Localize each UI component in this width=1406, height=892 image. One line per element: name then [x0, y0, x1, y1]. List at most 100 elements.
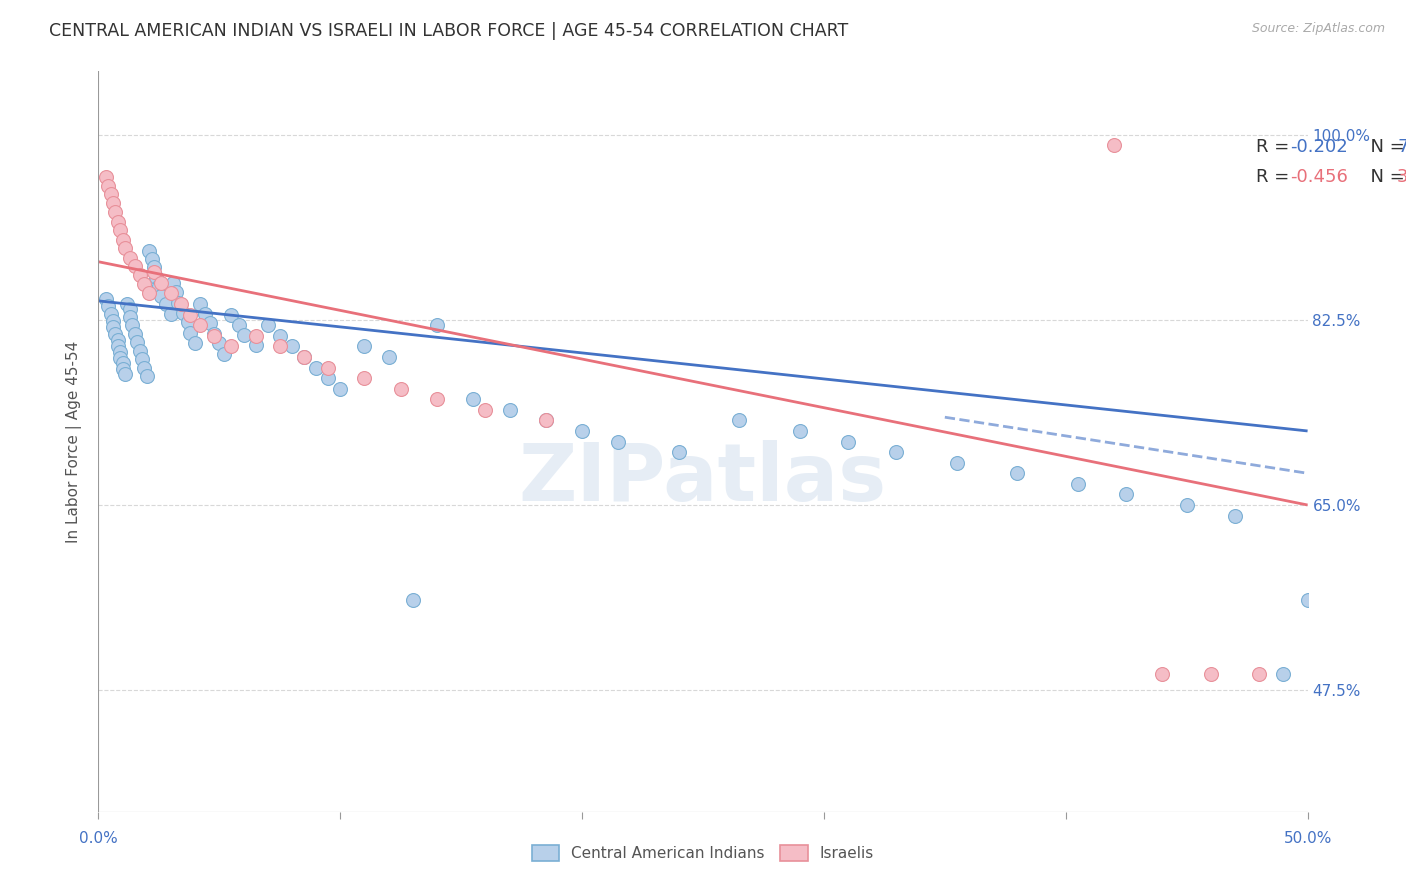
- Point: [118, 251, 141, 265]
- Point: [135, 368, 157, 383]
- Point: [198, 316, 221, 330]
- Point: [292, 350, 315, 364]
- Point: [1067, 476, 1090, 491]
- Point: [571, 424, 593, 438]
- Point: [463, 392, 485, 407]
- Text: 77: 77: [1398, 138, 1406, 156]
- Point: [134, 277, 156, 291]
- Point: [131, 352, 153, 367]
- Point: [837, 434, 859, 449]
- Point: [245, 338, 267, 352]
- Point: [160, 286, 183, 301]
- Point: [188, 297, 211, 311]
- Point: [97, 299, 120, 313]
- Point: [221, 339, 243, 353]
- Point: [204, 328, 226, 343]
- Point: [177, 315, 200, 329]
- Point: [668, 445, 690, 459]
- Point: [150, 276, 173, 290]
- Text: -0.202: -0.202: [1291, 138, 1348, 156]
- Point: [292, 350, 315, 364]
- Point: [1199, 667, 1222, 681]
- Point: [141, 252, 163, 266]
- Text: R =: R =: [1257, 168, 1295, 186]
- Point: [97, 178, 120, 193]
- Point: [107, 214, 129, 228]
- Point: [100, 187, 122, 202]
- Point: [1272, 667, 1295, 681]
- Point: [100, 307, 122, 321]
- Point: [143, 260, 166, 274]
- Point: [143, 265, 166, 279]
- Point: [498, 402, 520, 417]
- Point: [389, 382, 412, 396]
- Point: [188, 318, 211, 333]
- Point: [111, 361, 134, 376]
- Point: [316, 360, 339, 375]
- Point: [128, 343, 150, 358]
- Point: [165, 285, 187, 300]
- Point: [107, 339, 129, 353]
- Point: [232, 327, 254, 342]
- Point: [402, 593, 425, 607]
- Point: [162, 276, 184, 290]
- Legend: Central American Indians, Israelis: Central American Indians, Israelis: [526, 838, 880, 867]
- Point: [1223, 508, 1246, 523]
- Point: [221, 308, 243, 322]
- Point: [108, 344, 131, 359]
- Point: [118, 310, 141, 324]
- Point: [534, 413, 557, 427]
- Point: [101, 314, 124, 328]
- Text: Source: ZipAtlas.com: Source: ZipAtlas.com: [1251, 22, 1385, 36]
- Point: [208, 336, 231, 351]
- Point: [886, 445, 908, 459]
- Point: [426, 318, 449, 333]
- Y-axis label: In Labor Force | Age 45-54: In Labor Force | Age 45-54: [66, 341, 83, 542]
- Point: [474, 402, 496, 417]
- Point: [160, 307, 183, 321]
- Point: [377, 350, 399, 364]
- Point: [101, 195, 124, 210]
- Point: [155, 297, 177, 311]
- Point: [124, 326, 146, 341]
- Point: [169, 297, 191, 311]
- Point: [212, 347, 235, 361]
- Point: [245, 328, 267, 343]
- Point: [281, 339, 304, 353]
- Point: [194, 307, 217, 321]
- Point: [148, 279, 170, 293]
- Point: [138, 244, 160, 259]
- Text: 0.0%: 0.0%: [79, 830, 118, 846]
- Point: [426, 392, 449, 407]
- Point: [107, 333, 129, 347]
- Point: [305, 360, 328, 375]
- Point: [353, 339, 375, 353]
- Text: 35: 35: [1398, 168, 1406, 186]
- Point: [134, 360, 156, 375]
- Point: [101, 320, 124, 334]
- Point: [108, 351, 131, 365]
- Point: [1115, 487, 1137, 501]
- Point: [104, 205, 127, 219]
- Point: [114, 241, 136, 255]
- Point: [1102, 138, 1125, 153]
- Point: [94, 292, 117, 306]
- Point: [1249, 667, 1271, 681]
- Text: R =: R =: [1257, 138, 1295, 156]
- Point: [94, 170, 117, 185]
- Point: [121, 318, 143, 333]
- Point: [128, 268, 150, 283]
- Point: [179, 308, 201, 322]
- Point: [184, 336, 207, 351]
- Point: [316, 371, 339, 385]
- Point: [150, 288, 173, 302]
- Point: [1175, 498, 1198, 512]
- Point: [111, 356, 134, 370]
- Point: [256, 318, 278, 333]
- Point: [329, 382, 352, 396]
- Point: [114, 367, 136, 381]
- Text: N =: N =: [1360, 138, 1406, 156]
- Point: [108, 223, 131, 237]
- Point: [728, 413, 751, 427]
- Point: [789, 424, 811, 438]
